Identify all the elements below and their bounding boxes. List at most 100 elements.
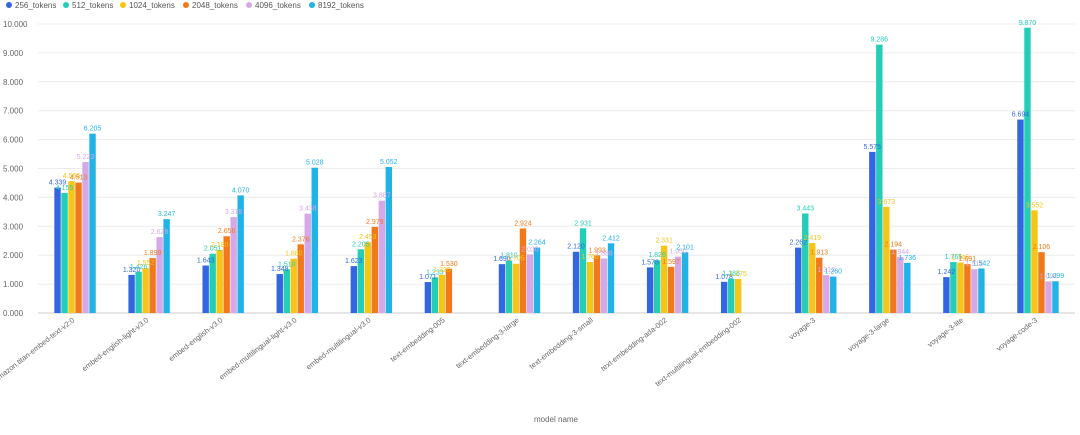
bar-4096_tokens-6[interactable] [526,254,534,313]
bar-8192_tokens-13[interactable] [1052,281,1059,313]
bar-4096_tokens-12[interactable] [971,269,978,313]
bar-256_tokens-0[interactable] [54,187,61,313]
bar-2048_tokens-11[interactable] [890,249,897,313]
bar-256_tokens-10[interactable] [795,247,802,313]
bar-1024_tokens-10[interactable] [809,243,816,313]
legend-label-4096_tokens[interactable]: 4096_tokens [255,1,301,10]
bar-8192_tokens-3[interactable] [311,167,318,313]
bar-512_tokens-6[interactable] [505,260,513,313]
legend-swatch-4096_tokens[interactable] [246,2,252,8]
bar-2048_tokens-10[interactable] [816,257,823,313]
y-tick-label: 0.000 [3,309,24,318]
bar-2048_tokens-7[interactable] [593,255,601,313]
bar-2048_tokens-4[interactable] [371,226,379,313]
bar-512_tokens-10[interactable] [802,213,809,313]
bar-4096_tokens-7[interactable] [600,258,608,313]
bar-4096_tokens-8[interactable] [674,256,682,313]
bar-256_tokens-1[interactable] [128,274,135,313]
bar-1024_tokens-11[interactable] [883,206,890,313]
bar-512_tokens-7[interactable] [579,228,587,313]
bar-8192_tokens-10[interactable] [830,276,837,313]
bar-512_tokens-0[interactable] [61,192,68,313]
bar-2048_tokens-0[interactable] [75,182,82,313]
legend-label-512_tokens[interactable]: 512_tokens [72,1,113,10]
bar-1024_tokens-2[interactable] [216,249,223,313]
bar-2048_tokens-2[interactable] [223,236,230,313]
bar-256_tokens-13[interactable] [1017,119,1024,314]
bar-8192_tokens-12[interactable] [978,268,985,313]
bar-256_tokens-9[interactable] [720,281,728,313]
bar-1024_tokens-9[interactable] [734,279,742,313]
bar-8192_tokens-1[interactable] [163,219,170,313]
bar-512_tokens-2[interactable] [209,253,216,313]
bar-4096_tokens-13[interactable] [1045,281,1052,313]
legend-label-256_tokens[interactable]: 256_tokens [15,1,56,10]
bar-1024_tokens-0[interactable] [68,181,75,313]
bar-256_tokens-2[interactable] [202,265,209,313]
legend-swatch-1024_tokens[interactable] [120,2,126,8]
bar-2048_tokens-5[interactable] [445,268,453,313]
bar-1024_tokens-5[interactable] [438,274,446,313]
legend-label-8192_tokens[interactable]: 8192_tokens [318,1,364,10]
bar-4096_tokens-4[interactable] [378,200,386,313]
bar-1024_tokens-1[interactable] [142,268,149,313]
bar-4096_tokens-10[interactable] [823,275,830,313]
bar-4096_tokens-1[interactable] [156,237,163,313]
bar-2048_tokens-3[interactable] [297,244,304,313]
bar-2048_tokens-13[interactable] [1038,252,1045,313]
bar-512_tokens-11[interactable] [876,44,883,313]
bar-1024_tokens-4[interactable] [364,242,372,313]
value-label: 1.766 [581,254,599,261]
bar-4096_tokens-2[interactable] [230,217,237,313]
value-label: 1.426 [130,264,148,271]
legend-swatch-256_tokens[interactable] [6,2,12,8]
legend-label-1024_tokens[interactable]: 1024_tokens [129,1,175,10]
bar-2048_tokens-12[interactable] [964,264,971,313]
bar-1024_tokens-13[interactable] [1031,210,1038,313]
bar-512_tokens-1[interactable] [135,271,142,313]
bar-2048_tokens-1[interactable] [149,258,156,313]
bar-256_tokens-6[interactable] [498,264,506,313]
bar-8192_tokens-2[interactable] [237,195,244,313]
bar-1024_tokens-6[interactable] [512,263,520,313]
value-label: 1.099 [1047,273,1065,280]
bar-8192_tokens-0[interactable] [89,133,96,313]
bar-4096_tokens-0[interactable] [82,162,89,313]
bar-8192_tokens-11[interactable] [904,262,911,313]
bar-256_tokens-4[interactable] [350,266,358,313]
bar-256_tokens-8[interactable] [646,267,654,313]
bar-256_tokens-11[interactable] [869,151,876,313]
legend-swatch-512_tokens[interactable] [63,2,69,8]
bar-1024_tokens-3[interactable] [290,258,297,313]
bar-256_tokens-7[interactable] [572,251,580,313]
bar-8192_tokens-7[interactable] [607,243,615,313]
value-label: 3.673 [878,199,896,206]
legend-swatch-8192_tokens[interactable] [309,2,315,8]
bar-512_tokens-5[interactable] [431,277,439,313]
value-label: 1.745 [952,255,970,262]
bar-512_tokens-8[interactable] [653,260,661,313]
bar-1024_tokens-7[interactable] [586,261,594,313]
bar-512_tokens-12[interactable] [950,261,957,313]
bar-1024_tokens-12[interactable] [957,262,964,313]
bar-4096_tokens-11[interactable] [897,256,904,313]
bar-1024_tokens-8[interactable] [660,245,668,313]
bar-4096_tokens-3[interactable] [304,213,311,313]
bar-512_tokens-3[interactable] [283,269,290,313]
bar-2048_tokens-6[interactable] [519,228,527,313]
value-label: 2.030 [521,246,539,253]
bar-8192_tokens-8[interactable] [681,252,689,313]
legend-label-2048_tokens[interactable]: 2048_tokens [192,1,238,10]
bar-2048_tokens-8[interactable] [667,266,675,313]
bar-512_tokens-4[interactable] [357,249,365,313]
legend-swatch-2048_tokens[interactable] [183,2,189,8]
bar-256_tokens-3[interactable] [276,274,283,313]
bar-8192_tokens-6[interactable] [533,247,541,313]
value-label: 1.691 [959,256,977,263]
bar-512_tokens-9[interactable] [727,278,735,313]
bar-256_tokens-12[interactable] [943,277,950,313]
bar-8192_tokens-4[interactable] [385,166,393,313]
bar-256_tokens-5[interactable] [424,282,432,313]
bar-512_tokens-13[interactable] [1024,27,1031,314]
y-tick-label: 4.000 [3,193,24,202]
